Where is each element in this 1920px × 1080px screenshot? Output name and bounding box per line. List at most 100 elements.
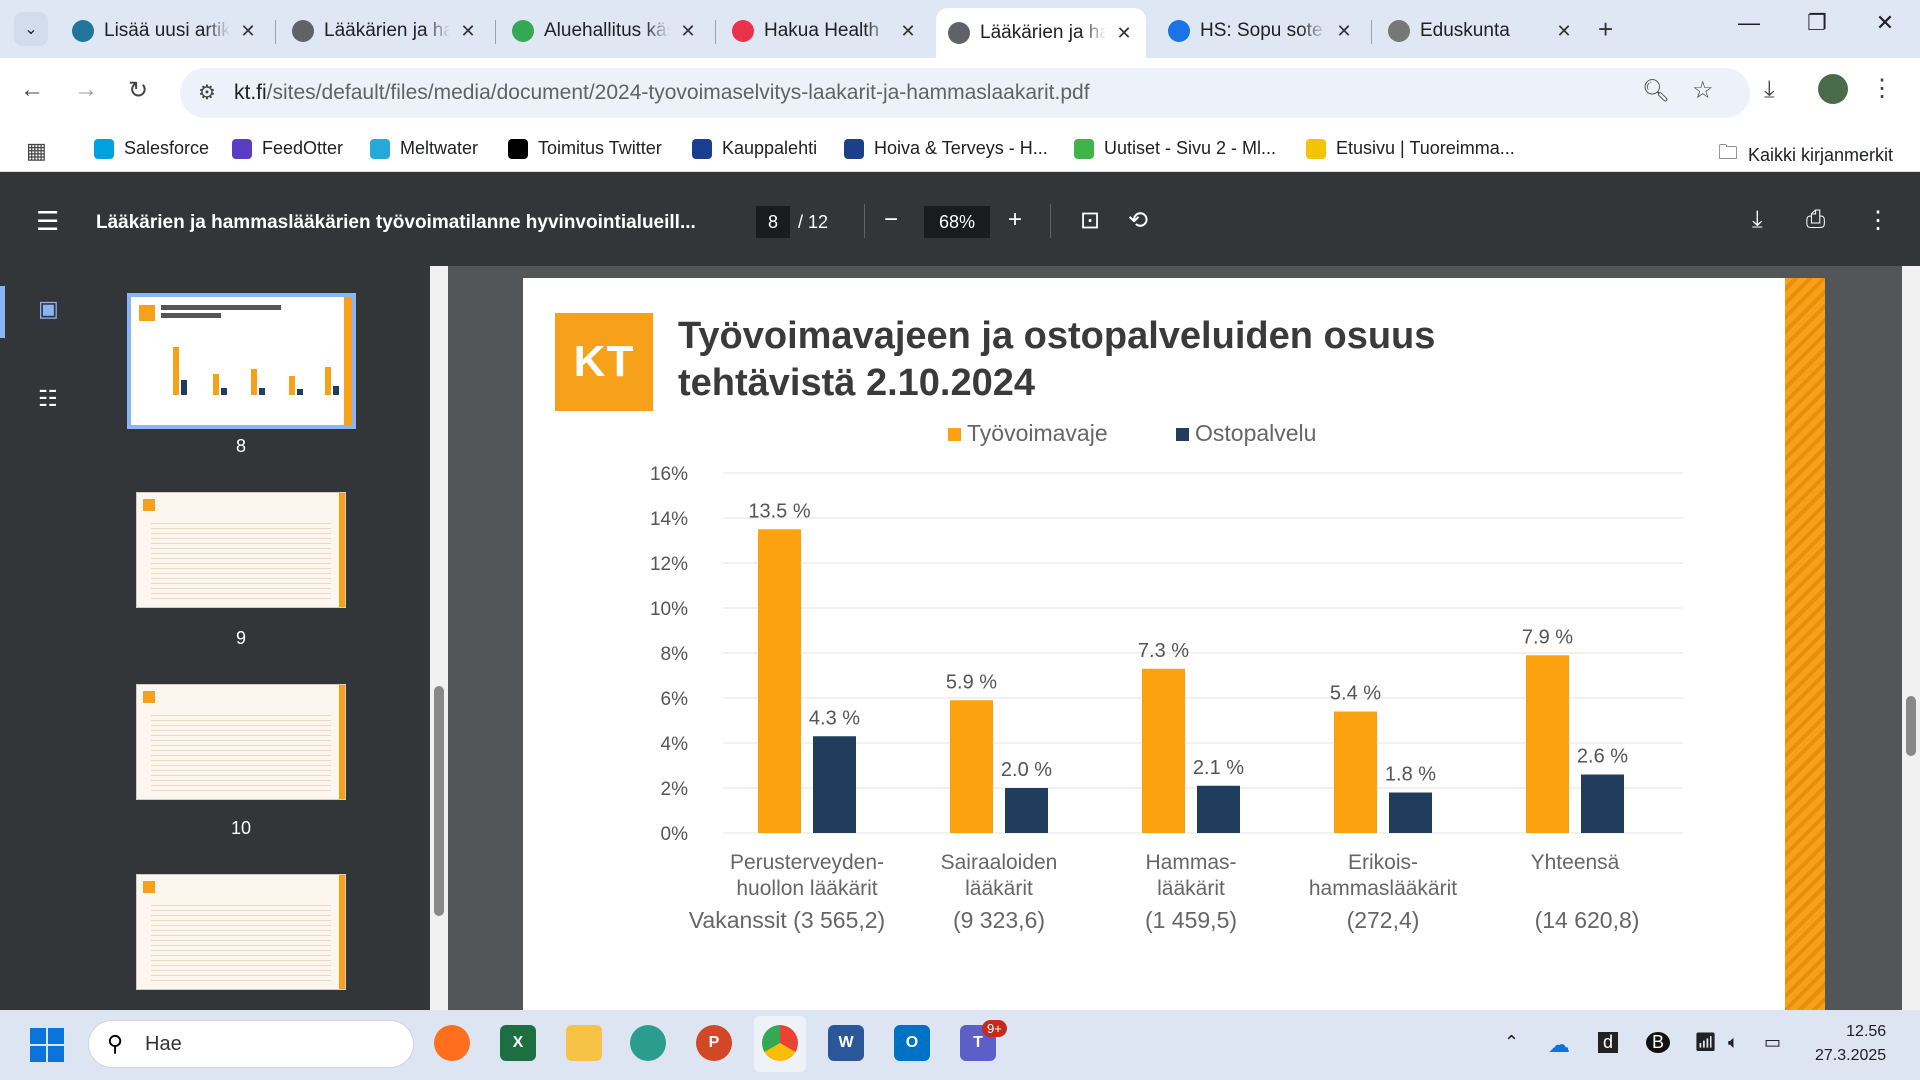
url-text[interactable]: kt.fi/sites/default/files/media/document…: [234, 81, 1090, 104]
bookmarks-bar: ▦ Salesforce FeedOtter Meltwater Toimitus T…: [0, 128, 1920, 172]
data-label: 13.5 %: [748, 500, 810, 522]
colorful-icon: [512, 20, 534, 42]
y-tick-label: 6%: [661, 689, 689, 710]
all-bookmarks[interactable]: 🗀 Kaikki kirjanmerkit: [1718, 138, 1893, 172]
taskbar-search[interactable]: ⚲ Hae: [88, 1020, 414, 1068]
wifi-icon[interactable]: 📶︎: [1694, 1032, 1717, 1052]
word-icon[interactable]: W: [828, 1025, 864, 1061]
thumbnail-page-8[interactable]: [127, 293, 356, 429]
tab-3[interactable]: Aluehallitus käsittelee ✕: [500, 9, 710, 53]
battery-icon[interactable]: ▭: [1764, 1032, 1782, 1052]
file-explorer-icon[interactable]: [566, 1025, 602, 1061]
tab-5[interactable]: Lääkärien ja hammaslääkärien ✕: [936, 8, 1146, 58]
viewer-scrollbar[interactable]: [1902, 266, 1920, 1010]
profile-avatar[interactable]: [1818, 74, 1848, 104]
apps-grid-icon[interactable]: ▦: [26, 138, 47, 163]
bookmark-item[interactable]: Toimitus Twitter: [508, 138, 662, 159]
viewer-scroll-thumb[interactable]: [1906, 696, 1916, 756]
teams-icon[interactable]: T: [960, 1025, 996, 1061]
minimize-icon[interactable]: —: [1738, 10, 1760, 35]
reload-icon[interactable]: ↻: [128, 77, 149, 104]
tab-6[interactable]: HS: Sopu sote ✕: [1156, 9, 1366, 53]
bookmark-item[interactable]: Salesforce: [94, 138, 209, 159]
dropbox-d-icon[interactable]: d: [1598, 1032, 1619, 1053]
onedrive-icon[interactable]: ☁: [1548, 1032, 1570, 1057]
site-settings-icon[interactable]: ⚙: [198, 82, 216, 104]
thumbnail-page-11[interactable]: [136, 874, 346, 990]
downloads-icon[interactable]: ⤓: [1764, 76, 1775, 103]
x-category-label: Hammas-: [1145, 851, 1236, 874]
bookmark-star-icon[interactable]: ☆: [1692, 77, 1714, 104]
close-window-icon[interactable]: ✕: [1875, 10, 1895, 35]
edge-icon[interactable]: [630, 1025, 666, 1061]
bookmark-item[interactable]: Etusivu | Tuoreimma...: [1306, 138, 1515, 159]
sidebar-scroll-thumb[interactable]: [434, 686, 444, 916]
zoom-out-icon[interactable]: −: [884, 206, 899, 233]
building-icon: [1388, 20, 1410, 42]
address-bar[interactable]: ⚙ kt.fi/sites/default/files/media/docume…: [180, 68, 1750, 118]
bookmark-label: Meltwater: [400, 138, 479, 158]
close-tab-icon[interactable]: ✕: [240, 20, 256, 41]
close-tab-icon[interactable]: ✕: [900, 20, 916, 41]
pdf-toolbar: ☰ Lääkärien ja hammaslääkärien työvoimat…: [0, 172, 1920, 266]
zoom-input[interactable]: 68%: [924, 206, 990, 238]
close-tab-icon[interactable]: ✕: [460, 20, 476, 41]
zoom-in-icon[interactable]: +: [1008, 206, 1023, 233]
data-label: 2.1 %: [1193, 757, 1244, 779]
thumbnail-page-9[interactable]: [136, 492, 346, 608]
bookmark-item[interactable]: Uutiset - Sivu 2 - Ml...: [1074, 138, 1276, 159]
tab-search-icon[interactable]: ⌄: [14, 12, 48, 46]
forward-icon[interactable]: →: [74, 76, 98, 103]
bookmark-item[interactable]: Hoiva & Terveys - H...: [844, 138, 1048, 159]
shield-icon: [1168, 20, 1190, 42]
bar-tyovoimavaje: [1142, 668, 1185, 833]
fit-page-icon[interactable]: ⊡: [1080, 207, 1101, 234]
page-total: / 12: [798, 212, 829, 232]
pdf-more-icon[interactable]: ⋮: [1866, 207, 1890, 234]
b-app-icon[interactable]: B: [1646, 1032, 1670, 1053]
tab-7[interactable]: Eduskunta ✕: [1376, 9, 1586, 53]
chrome-icon[interactable]: [762, 1025, 798, 1061]
page-number-input[interactable]: 8: [756, 206, 790, 238]
tab-separator: [495, 20, 496, 44]
powerpoint-icon[interactable]: P: [696, 1025, 732, 1061]
new-tab-icon[interactable]: +: [1598, 14, 1614, 44]
windows-start-icon[interactable]: [30, 1028, 64, 1062]
show-hidden-icons-icon[interactable]: ⌃: [1504, 1032, 1520, 1052]
firefox-icon[interactable]: [434, 1025, 470, 1061]
thumbnail-page-10[interactable]: [136, 684, 346, 800]
vacancy-label: (272,4): [1347, 907, 1420, 933]
tab-2[interactable]: Lääkärien ja hammaslääkärien ✕: [280, 9, 490, 53]
bookmark-item[interactable]: Kauppalehti: [692, 138, 817, 159]
back-icon[interactable]: ←: [20, 76, 44, 103]
bookmark-favicon-icon: [508, 138, 528, 159]
thumbnails-icon[interactable]: ▣: [38, 296, 59, 321]
tab-4[interactable]: Hakua Health ✕: [720, 9, 930, 53]
bookmark-favicon-icon: [1306, 138, 1326, 159]
bookmark-item[interactable]: FeedOtter: [232, 138, 343, 159]
sidebar-scrollbar[interactable]: [430, 266, 448, 1010]
sidebar-menu-icon[interactable]: ☰: [36, 206, 60, 236]
pdf-download-icon[interactable]: ⤓: [1752, 206, 1763, 233]
clock[interactable]: 12.56 27.3.2025: [1815, 1023, 1887, 1064]
x-category-label: hammaslääkärit: [1309, 877, 1457, 900]
excel-icon[interactable]: X: [500, 1025, 536, 1061]
rotate-icon[interactable]: ⟲: [1128, 207, 1149, 234]
zoom-icon[interactable]: 🔍︎: [1642, 78, 1670, 103]
bookmark-favicon-icon: [232, 138, 252, 159]
bookmark-item[interactable]: Meltwater: [370, 138, 478, 159]
close-tab-icon[interactable]: ✕: [1556, 20, 1572, 41]
close-tab-icon[interactable]: ✕: [680, 20, 696, 41]
outlook-icon[interactable]: O: [894, 1025, 930, 1061]
restore-icon[interactable]: ❐: [1807, 10, 1827, 35]
close-tab-icon[interactable]: ✕: [1116, 22, 1132, 43]
outline-icon[interactable]: ☷: [38, 386, 58, 411]
print-icon[interactable]: ⎙: [1806, 206, 1826, 233]
tab-1[interactable]: Lisää uusi artikkeli ✕: [60, 9, 270, 53]
menu-kebab-icon[interactable]: ⋮: [1870, 75, 1894, 102]
chart-title: Työvoimavajeen ja ostopalveluiden osuus …: [678, 315, 1436, 404]
data-label: 4.3 %: [809, 707, 860, 729]
volume-icon[interactable]: 🔈︎: [1728, 1032, 1739, 1052]
bookmark-label: Kauppalehti: [722, 138, 818, 158]
close-tab-icon[interactable]: ✕: [1336, 20, 1352, 41]
